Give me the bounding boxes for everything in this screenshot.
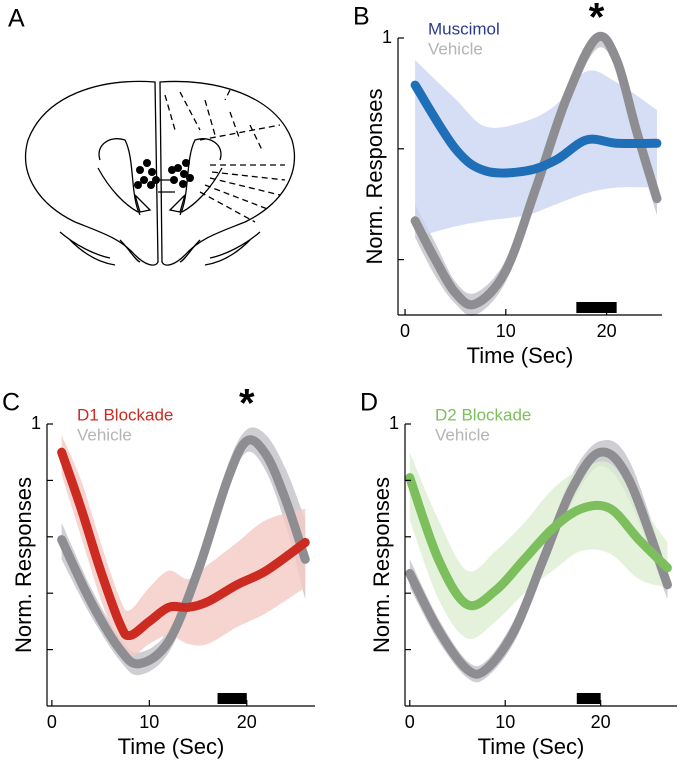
x-tick-label: 0 (400, 321, 410, 341)
mean-line (405, 447, 672, 679)
legend-label: Vehicle (435, 425, 490, 444)
x-tick-label: 0 (47, 712, 57, 732)
brain-diagram (24, 80, 296, 266)
y-axis-label: Norm. Responses (369, 477, 394, 653)
stimulus-bar (576, 693, 601, 704)
x-axis-label: Time (Sec) (478, 734, 585, 759)
injection-sites (134, 159, 194, 189)
stimulus-bar (576, 302, 617, 313)
x-tick-label: 10 (495, 712, 515, 732)
mean-line (57, 447, 310, 641)
panel-label: A (8, 5, 25, 33)
mean-line (410, 31, 662, 310)
mean-line (57, 435, 310, 669)
legend-label: D2 Blockade (435, 405, 531, 424)
error-band (61, 435, 306, 659)
y-tick-label: 1 (31, 413, 41, 433)
x-tick-label: 0 (405, 712, 415, 732)
legend-label: D1 Blockade (77, 405, 173, 424)
mean-line (410, 80, 662, 178)
legend-label: Vehicle (428, 39, 483, 58)
panel-label: B (353, 3, 370, 31)
stimulus-bar (217, 693, 247, 704)
y-axis-label: Norm. Responses (362, 88, 387, 264)
mean-line (405, 473, 672, 611)
panel-label: D (360, 389, 378, 417)
significance-marker: * (589, 0, 605, 40)
x-axis-label: Time (Sec) (467, 343, 574, 368)
significance-marker: * (239, 382, 255, 426)
legend-label: Muscimol (428, 19, 500, 38)
x-tick-label: 20 (591, 712, 611, 732)
x-tick-label: 10 (139, 712, 159, 732)
y-tick-label: 1 (389, 413, 399, 433)
y-tick-label: 1 (382, 27, 392, 47)
x-axis-label: Time (Sec) (118, 734, 225, 759)
legend-label: Vehicle (77, 425, 132, 444)
x-tick-label: 10 (496, 321, 516, 341)
x-tick-label: 20 (597, 321, 617, 341)
error-band (415, 60, 657, 238)
y-axis-label: Norm. Responses (11, 477, 36, 653)
panel-label: C (2, 389, 20, 417)
x-tick-label: 20 (237, 712, 257, 732)
